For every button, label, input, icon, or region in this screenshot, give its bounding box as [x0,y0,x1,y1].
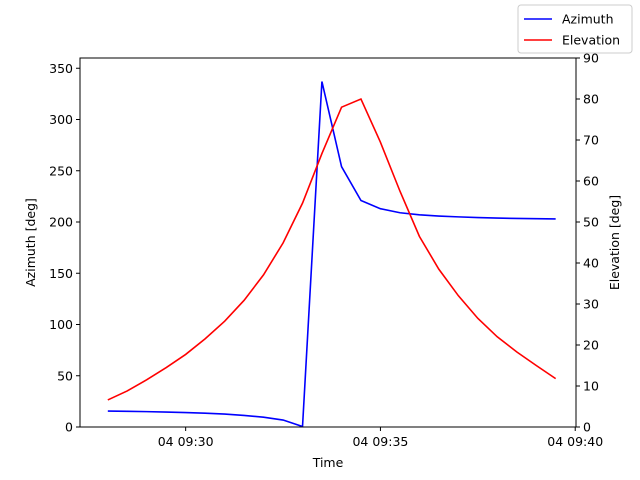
y-right-tick-label-7: 70 [583,133,599,148]
y-axis-right-label: Elevation [deg] [607,195,622,290]
y-right-tick-label-9: 90 [583,51,599,66]
x-tick-label-2: 04 09:40 [547,434,603,449]
y-right-tick-label-3: 30 [583,297,599,312]
y-left-tick-label-4: 200 [49,215,73,230]
y-right-tick-label-2: 20 [583,338,599,353]
right-axis: 0 10 20 30 40 50 60 70 80 90 [576,51,599,435]
y-right-tick-label-0: 0 [583,420,591,435]
y-left-tick-label-0: 0 [65,420,73,435]
y-axis-left-label: Azimuth [deg] [23,198,38,287]
y-left-tick-label-2: 100 [49,317,73,332]
x-tick-label-0: 04 09:30 [158,434,214,449]
y-right-tick-label-6: 60 [583,174,599,189]
y-left-tick-label-6: 300 [49,112,73,127]
legend-box [517,4,633,54]
x-axis: 04 09:30 04 09:35 04 09:40 [158,427,603,449]
y-right-tick-label-5: 50 [583,215,599,230]
x-tick-label-1: 04 09:35 [352,434,408,449]
x-axis-label: Time [312,455,344,470]
series-line-elevation [107,97,557,401]
series-line-azimuth [107,81,556,428]
y-right-tick-label-1: 10 [583,379,599,394]
left-axis: 0 50 100 150 200 250 300 350 [49,61,80,435]
y-left-tick-label-5: 250 [49,163,73,178]
plot-frame [79,57,577,428]
y-right-tick-label-4: 40 [583,256,599,271]
plot-lines [107,81,557,428]
y-left-tick-label-1: 50 [57,368,73,383]
legend: Azimuth Elevation [517,4,633,54]
y-right-tick-label-8: 80 [583,92,599,107]
legend-label-elevation: Elevation [562,33,620,48]
legend-label-azimuth: Azimuth [562,12,614,27]
y-left-tick-label-7: 350 [49,61,73,76]
y-left-tick-label-3: 150 [49,266,73,281]
